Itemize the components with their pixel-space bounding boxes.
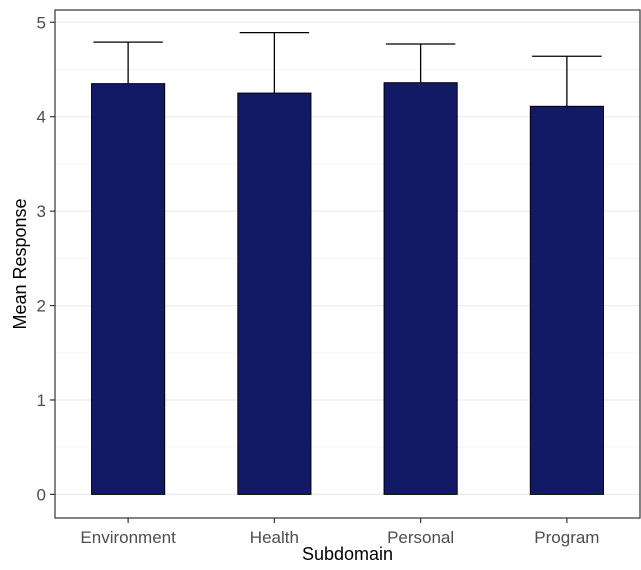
x-tick-label: Personal (387, 528, 454, 547)
y-tick-label: 4 (37, 108, 46, 127)
x-tick-label: Program (534, 528, 599, 547)
y-axis-title: Mean Response (10, 198, 30, 329)
error-bar-personal (385, 43, 456, 83)
bar-personal (383, 82, 458, 495)
y-tick-label: 2 (37, 297, 46, 316)
y-tick-label: 1 (37, 391, 46, 410)
error-bar-program (532, 55, 602, 107)
bar-program (529, 105, 604, 495)
y-tick-label: 5 (37, 13, 46, 32)
y-tick-label: 3 (37, 202, 46, 221)
x-tick-label: Environment (80, 528, 176, 547)
y-tick-label: 0 (37, 485, 46, 504)
y-axis-ticks: 0 1 2 3 4 5 (37, 13, 55, 504)
panel-border (54, 9, 641, 519)
error-bars (93, 32, 602, 107)
x-axis-title: Subdomain (302, 544, 393, 564)
x-axis-ticks: Environment Health Personal Program (80, 518, 599, 547)
error-bar-health (239, 32, 310, 94)
bar-health (237, 92, 312, 495)
error-bar-environment (93, 41, 163, 84)
bars (91, 82, 604, 495)
bar-environment (91, 83, 166, 495)
x-tick-label: Health (250, 528, 299, 547)
